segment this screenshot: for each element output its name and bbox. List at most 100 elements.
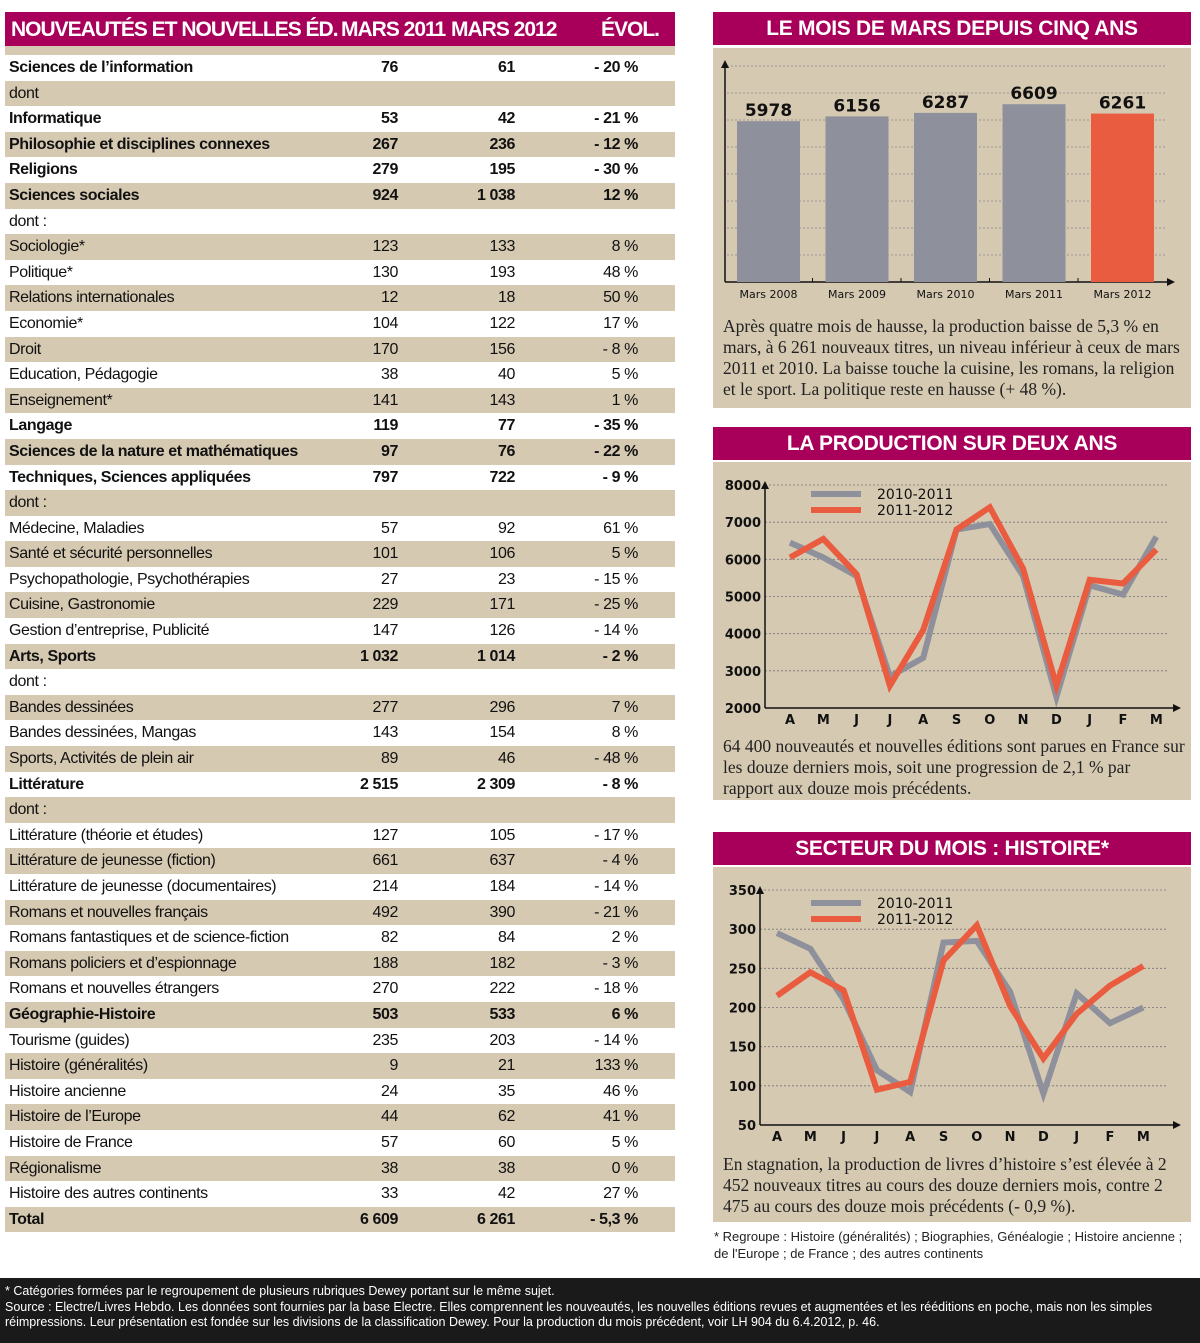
value-mars-2012: 40 [498,366,515,384]
row-label: Romans et nouvelles étrangers [9,980,219,998]
value-mars-2012: 637 [489,852,516,870]
value-mars-2012: 1 014 [476,647,515,665]
row-label: Littérature (théorie et études) [9,826,203,844]
value-mars-2012: 126 [489,622,516,640]
value-mars-2012: 122 [489,314,516,332]
y-tick-label: 7000 [725,516,761,531]
row-label: Enseignement* [9,391,113,409]
value-mars-2011: 267 [372,135,399,153]
table-row: Informatique 53 42 - 21 % [5,106,675,132]
table-row: Relations internationales 12 18 50 % [5,285,675,311]
row-label: Médecine, Maladies [9,519,145,537]
panel-title-march: LE MOIS DE MARS DEPUIS CINQ ANS [713,12,1191,45]
row-label: Bandes dessinées [9,698,134,716]
value-mars-2011: 170 [372,340,399,358]
row-label: dont : [9,801,47,819]
table-row: Philosophie et disciplines connexes 267 23… [5,131,675,158]
y-tick-label: 200 [729,1002,756,1017]
table-row: Histoire des autres continents 33 42 27 % [5,1181,675,1207]
panel-two-years: 2000 3000 4000 5000 6000 7000 8000 A M J J A S O N D J F M… [713,462,1191,800]
row-label: Relations internationales [9,289,175,307]
row-label: Sociologie* [9,238,85,256]
bar-value-label: 6609 [1010,84,1057,104]
row-label: Psychopathologie, Psychothérapies [9,570,250,588]
table-row: Littérature de jeunesse (fiction) 661 637 -… [5,848,675,874]
row-label: Arts, Sports [9,647,96,665]
header-mars-2012: MARS 2012 [451,18,557,41]
value-mars-2011: 924 [372,186,399,204]
bar-value-label: 6156 [833,96,880,116]
legend-label: 2010-2011 [877,896,953,912]
y-axis-arrow-icon [761,481,769,489]
row-label: Philosophie et disciplines connexes [9,135,270,153]
value-evolution: - 21 % [594,110,638,128]
row-label: Sciences de la nature et mathématiques [9,442,298,460]
value-evolution: 133 % [594,1057,639,1075]
panel-text-histoire: En stagnation, la production de livres d… [723,1154,1167,1216]
value-evolution: - 12 % [594,135,638,153]
table-row: Littérature de jeunesse (documentaires) 2… [5,874,675,900]
footer-note: * Catégories formées par le regroupement… [5,1284,555,1298]
table-row: dont : [5,490,675,516]
value-mars-2011: 38 [381,366,398,384]
row-label: Langage [9,417,72,435]
row-label: dont [9,84,39,102]
value-evolution: - 21 % [594,903,638,921]
table-row: Sociologie* 123 133 8 % [5,234,675,260]
bar-value-label: 6287 [922,93,969,113]
bar [1002,104,1066,282]
header-mars-2011: MARS 2011 [341,18,446,41]
row-label: Cuisine, Gastronomie [9,596,155,614]
value-mars-2012: 35 [498,1082,515,1100]
table-row: Sciences de la nature et mathématiques 97… [5,438,675,465]
x-axis-arrow-icon [1167,278,1175,286]
line-chart-histoire: 50 100 150 200 250 300 350 A M J J A S O N D J F M 2010-201… [729,884,1181,1145]
value-evolution: 27 % [603,1185,638,1203]
x-tick-label: S [952,713,961,728]
value-mars-2011: 235 [372,1031,399,1049]
table-row: Droit 170 156 - 8 % [5,336,675,363]
value-mars-2012: 61 [498,59,515,76]
table-row: Education, Pédagogie 38 40 5 % [5,362,675,388]
value-evolution: - 35 % [594,417,638,435]
x-tick-label: Mars 2010 [917,288,975,301]
value-evolution: 48 % [603,263,638,281]
x-tick-label: Mars 2009 [828,288,886,301]
header-category: NOUVEAUTÉS ET NOUVELLES ÉD. [11,18,339,41]
table-row: Total 6 609 6 261 - 5,3 % [5,1206,675,1233]
table-row: dont : [5,669,675,695]
value-mars-2011: 2 515 [359,775,398,793]
row-label: dont : [9,673,47,691]
table-row: Langage 119 77 - 35 % [5,413,675,439]
value-evolution: 5 % [611,545,639,563]
value-evolution: 17 % [603,314,638,332]
row-label: Romans fantastiques et de science-fictio… [9,929,289,947]
value-evolution: - 8 % [602,775,639,793]
value-evolution: 41 % [603,1108,638,1126]
value-mars-2011: 279 [372,161,399,179]
value-mars-2011: 53 [381,110,398,128]
x-tick-label: O [971,1130,982,1145]
value-evolution: 50 % [603,289,638,307]
table-row: Histoire ancienne 24 35 46 % [5,1079,675,1105]
x-tick-label: A [905,1130,915,1145]
value-mars-2011: 104 [372,314,399,332]
footer-source-text: Source : Electre/Livres Hebdo. Les donné… [5,1299,1153,1330]
table-row: Bandes dessinées, Mangas 143 154 8 % [5,720,675,746]
value-evolution: - 14 % [594,622,638,640]
value-mars-2012: 84 [498,929,515,947]
value-mars-2011: 141 [372,391,399,409]
value-evolution: - 30 % [594,161,638,179]
value-mars-2011: 101 [372,545,399,563]
value-mars-2012: 156 [489,340,516,358]
panel-text-two-years: 64 400 nouveautés et nouvelles éditions … [723,736,1185,798]
x-tick-label: F [1106,1130,1115,1145]
x-tick-label: N [1018,713,1029,728]
table-row: Romans et nouvelles français 492 390 - 21 % [5,899,675,926]
table-row: Romans fantastiques et de science-fictio… [5,925,675,951]
value-mars-2012: 236 [489,135,516,153]
value-mars-2012: 62 [498,1108,515,1126]
value-mars-2012: 296 [489,698,516,716]
y-tick-label: 150 [729,1041,756,1056]
value-mars-2011: 147 [372,622,399,640]
